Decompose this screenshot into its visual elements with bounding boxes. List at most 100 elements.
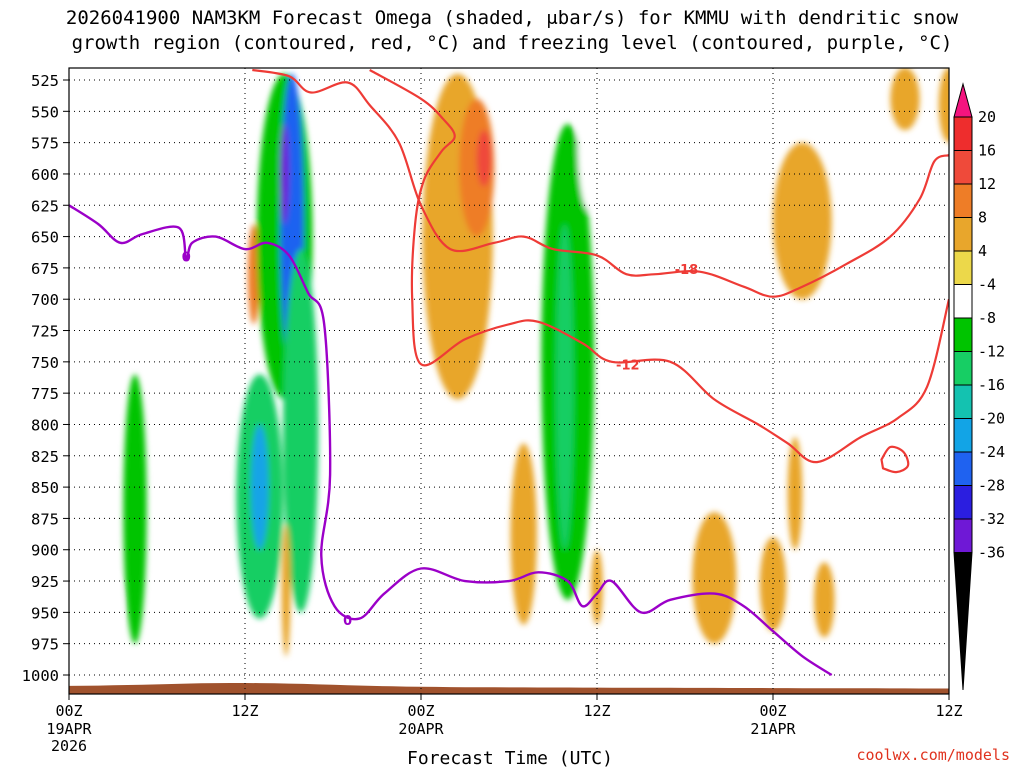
omega-cell-2 (123, 374, 147, 644)
xtick-label-0: 00Z (55, 702, 82, 720)
xtick-label-12: 12Z (231, 702, 258, 720)
contour-label-minus12: -12 (616, 358, 640, 373)
chart-title-line-1: 2026041900 NAM3KM Forecast Omega (shaded… (66, 7, 959, 29)
omega-cell-24 (737, 386, 750, 488)
colorbar-arrow-bottom (953, 552, 973, 691)
omega-shading (91, 68, 949, 657)
colorbar-label-2: 12 (978, 175, 996, 193)
omega-cell-30 (890, 68, 920, 131)
colorbar-box-1 (953, 150, 973, 185)
omega-cell-10 (281, 524, 291, 657)
ytick-label-1000: 1000 (22, 667, 59, 685)
colorbar-box-11 (953, 485, 973, 520)
xtick-label-48: 00Z (759, 702, 786, 720)
colorbar-label-7: -12 (978, 343, 1005, 361)
colorbar-box-5 (953, 284, 973, 319)
ytick-label-825: 825 (31, 448, 59, 466)
y-axis: 525 550 575 600 625 650 675 700 725 750 775 800 825 8… (22, 72, 69, 685)
terrain-fill (69, 683, 949, 694)
colorbar-box-8 (953, 384, 973, 419)
xtick-date-0: 19APR (46, 720, 92, 738)
colorbar-label-10: -24 (978, 443, 1005, 461)
contour-label-minus18: -18 (675, 263, 699, 278)
colorbar-box-4 (953, 250, 973, 285)
colorbar-box-7 (953, 351, 973, 386)
omega-cell-12 (355, 386, 370, 575)
freezing-label-lower: 0 (343, 614, 352, 629)
omega-cell-11 (322, 73, 367, 356)
omega-cell-17 (510, 443, 537, 625)
colorbar-label-8: -16 (978, 376, 1005, 394)
ytick-label-600: 600 (31, 166, 59, 184)
colorbar-label-4: 4 (978, 242, 987, 260)
credit-text[interactable]: coolwx.com/models (856, 746, 1010, 764)
colorbar-box-0 (953, 116, 973, 151)
ytick-label-625: 625 (31, 197, 59, 215)
omega-cell-1 (91, 568, 121, 644)
omega-cell-31 (938, 68, 949, 143)
surface-terrain (69, 683, 949, 694)
colorbar: 20 16 12 8 4 -4 -8 -12 -16 -20 -24 -28 -32 -36 (953, 82, 1005, 691)
xtick-label-60: 12Z (935, 702, 962, 720)
dgz-contour--12 (369, 69, 949, 464)
omega-cell-20 (577, 79, 602, 212)
ytick-label-975: 975 (31, 636, 59, 654)
ytick-label-900: 900 (31, 542, 59, 560)
colorbar-label-1: 16 (978, 142, 996, 160)
colorbar-box-6 (953, 317, 973, 352)
ytick-label-725: 725 (31, 323, 59, 341)
colorbar-box-9 (953, 418, 973, 453)
dgz-contour-closed-2 (880, 445, 910, 474)
omega-cell-27 (787, 437, 803, 550)
ytick-label-550: 550 (31, 103, 59, 121)
dgz-contour--18 (252, 68, 949, 298)
omega-shading-layer (91, 68, 949, 657)
freezing-label-upper: 0 (182, 251, 191, 266)
xtick-date-24: 20APR (398, 720, 444, 738)
omega-cell-21 (591, 549, 603, 625)
colorbar-box-10 (953, 451, 973, 486)
ytick-label-850: 850 (31, 479, 59, 497)
colorbar-label-6: -8 (978, 309, 996, 327)
freezing-level-contour (69, 204, 833, 677)
ytick-label-950: 950 (31, 604, 59, 622)
colorbar-box-2 (953, 183, 973, 218)
ytick-label-575: 575 (31, 135, 59, 153)
ytick-label-750: 750 (31, 354, 59, 372)
chart-title-line-2: growth region (contoured, red, °C) and f… (72, 32, 953, 54)
ytick-label-650: 650 (31, 229, 59, 247)
omega-cell-23 (692, 512, 737, 644)
colorbar-label-12: -32 (978, 510, 1005, 528)
colorbar-label-9: -20 (978, 410, 1005, 428)
ytick-label-525: 525 (31, 72, 59, 90)
ytick-label-700: 700 (31, 291, 59, 309)
xtick-label-24: 00Z (407, 702, 434, 720)
x-axis-label: Forecast Time (UTC) (407, 748, 613, 768)
omega-cell-29 (871, 480, 895, 531)
ytick-label-775: 775 (31, 385, 59, 403)
omega-cell-26 (773, 142, 832, 300)
contour-lines: -18 -12 0 0 (69, 68, 949, 677)
xtick-year-0: 2026 (51, 737, 87, 755)
omega-cell-22 (646, 411, 665, 488)
colorbar-arrow-top (953, 82, 973, 118)
colorbar-label-5: -4 (978, 276, 996, 294)
xtick-label-36: 12Z (583, 702, 610, 720)
colorbar-box-12 (953, 518, 973, 553)
omega-cell-28 (814, 562, 835, 638)
omega-cell-25 (759, 537, 787, 632)
omega-cell-19 (555, 224, 574, 550)
omega-cell-16 (476, 130, 492, 187)
colorbar-label-3: 8 (978, 209, 987, 227)
ytick-label-675: 675 (31, 260, 59, 278)
colorbar-label-13: -36 (978, 544, 1005, 562)
ytick-label-925: 925 (31, 573, 59, 591)
ytick-label-875: 875 (31, 510, 59, 528)
colorbar-label-11: -28 (978, 477, 1005, 495)
colorbar-box-3 (953, 217, 973, 252)
plot-frame (68, 67, 950, 695)
omega-cell-0 (105, 155, 121, 300)
colorbar-label-0: 20 (978, 108, 996, 126)
